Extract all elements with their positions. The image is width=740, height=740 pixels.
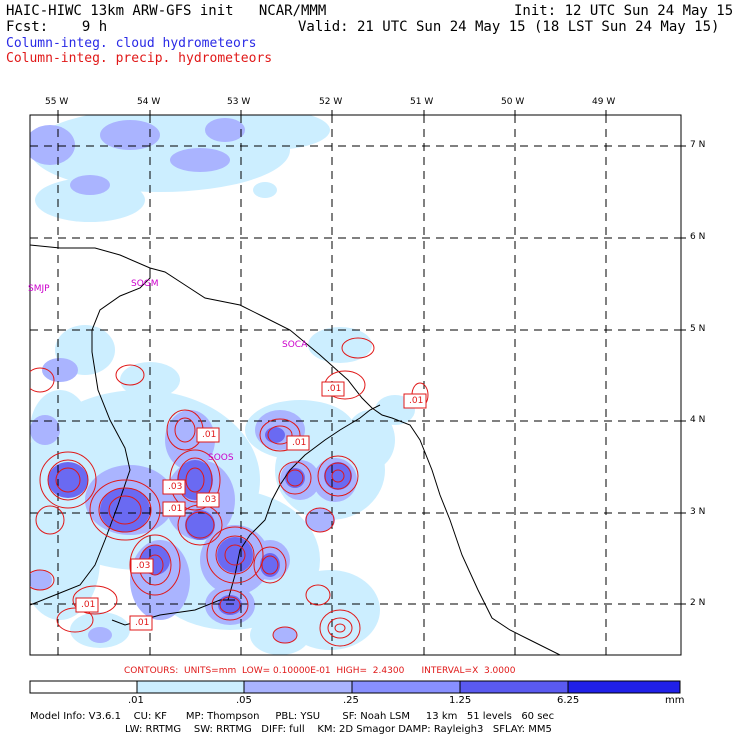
contour-info: CONTOURS: UNITS=mm LOW= 0.10000E-01 HIGH…	[124, 666, 516, 676]
station-label: SMJP	[28, 284, 50, 294]
colorbar-label: .05	[236, 695, 252, 706]
colorbar-label: 1.25	[449, 695, 472, 706]
legend-cloud: Column-integ. cloud hydrometeors	[6, 36, 257, 51]
forecast-hour: Fcst: 9 h	[6, 19, 108, 35]
lon-label-54w: 54 W	[137, 97, 161, 107]
colorbar-label: .25	[343, 695, 359, 706]
contour-label: .03	[202, 495, 217, 505]
contour-label: .01	[81, 600, 96, 610]
model-info-line2: LW: RRTMG SW: RRTMG DIFF: full KM: 2D Sm…	[125, 724, 552, 735]
lat-label-7n: 7 N	[690, 140, 706, 150]
lat-label-3n: 3 N	[690, 507, 706, 517]
contour-label: .01	[292, 438, 307, 448]
contour-label: .01	[327, 384, 342, 394]
lon-label-50w: 50 W	[501, 97, 525, 107]
model-info-line1: Model Info: V3.6.1 CU: KF MP: Thompson P…	[30, 711, 555, 722]
precip-contours	[30, 337, 429, 647]
lon-label-49w: 49 W	[592, 97, 616, 107]
lon-label-53w: 53 W	[227, 97, 251, 107]
colorbar-label: 6.25	[557, 695, 580, 706]
colorbar-units: mm	[665, 695, 685, 706]
colorbar-label: .01	[128, 695, 144, 706]
contour-label: .03	[168, 482, 183, 492]
lon-label-55w: 55 W	[45, 97, 69, 107]
contour-label-boxes	[75, 381, 427, 631]
lon-label-52w: 52 W	[319, 97, 343, 107]
colorbar	[29, 680, 681, 694]
contour-label: .01	[135, 618, 150, 628]
station-label: SOOS	[208, 453, 234, 463]
axis-ticks	[57, 110, 686, 605]
lat-label-2n: 2 N	[690, 598, 706, 608]
lat-label-4n: 4 N	[690, 415, 706, 425]
station-label: SOGM	[131, 279, 159, 289]
valid-time: Valid: 21 UTC Sun 24 May 15 (18 LST Sun …	[298, 19, 720, 35]
map-frame	[29, 114, 682, 656]
contour-label: .01	[168, 504, 183, 514]
init-time: Init: 12 UTC Sun 24 May 15	[514, 3, 734, 19]
contour-label: .03	[136, 561, 151, 571]
legend-precip: Column-integ. precip. hydrometeors	[6, 51, 273, 66]
contour-label: .01	[202, 430, 217, 440]
shaded-cloud-field	[30, 115, 415, 655]
lat-label-6n: 6 N	[690, 232, 706, 242]
station-label: SOCA	[282, 340, 308, 350]
lat-label-5n: 5 N	[690, 324, 706, 334]
title-line1-left: HAIC-HIWC 13km ARW-GFS init NCAR/MMM	[6, 3, 327, 19]
contour-label: .01	[409, 396, 424, 406]
lon-label-51w: 51 W	[410, 97, 434, 107]
